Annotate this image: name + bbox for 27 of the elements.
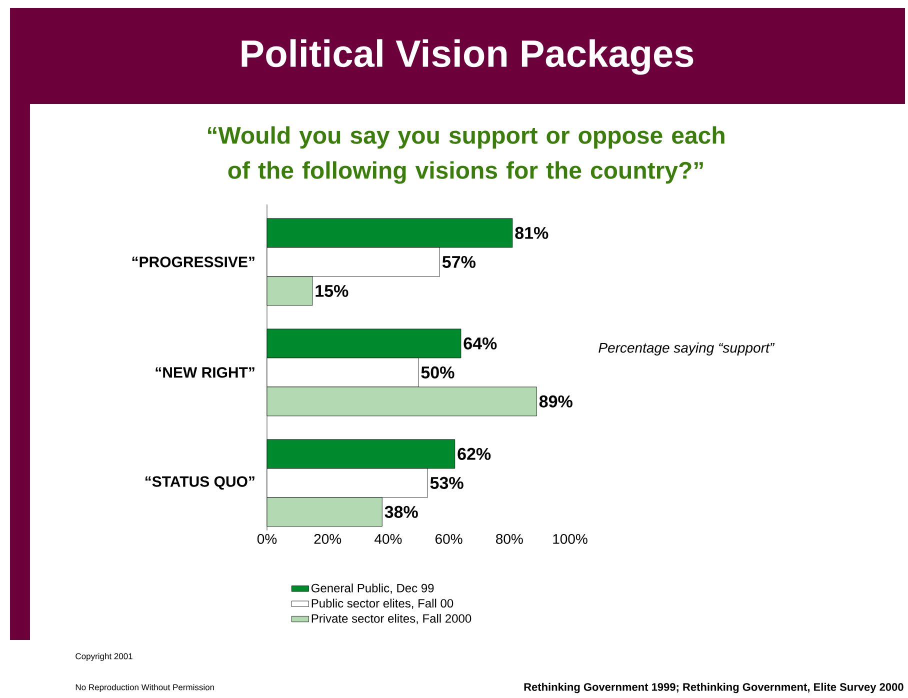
data-label: 15% [316, 284, 348, 297]
x-tick-label: 40% [374, 534, 402, 544]
x-tick-label: 0% [257, 534, 277, 544]
data-label: 64% [464, 337, 497, 350]
data-label: 62% [458, 448, 491, 460]
chart-title: Political Vision Packages [242, 39, 694, 75]
legend-label: Private sector elites, Fall 2000 [312, 614, 472, 624]
text: Rethinking Government 1999; Rethinking Government, Elite Survey 2000 [524, 682, 904, 694]
data-label: 53% [430, 476, 464, 489]
x-tick-label: 80% [496, 534, 523, 544]
text: Percentage saying “support” [598, 342, 775, 356]
x-tick-label: 100% [553, 534, 588, 544]
chart-subtitle: “Would you say you support or oppose each of the following visions for the country?” [208, 126, 724, 184]
x-tick-label: 60% [436, 534, 462, 544]
data-label: 38% [384, 506, 418, 518]
x-tick-label: 20% [314, 534, 342, 544]
y-tick-label: “STATUS QUO” [145, 476, 254, 490]
text: No Reproduction Without Permission [76, 684, 214, 692]
legend-label: Public sector elites, Fall 00 [312, 598, 454, 609]
legend-label: General Public, Dec 99 [311, 584, 434, 594]
text: Copyright 2001 [76, 653, 132, 661]
y-tick-label: “PROGRESSIVE” [132, 256, 254, 268]
data-label: 57% [442, 256, 476, 268]
data-label: 50% [421, 366, 454, 378]
y-tick-label: “NEW RIGHT” [156, 367, 254, 378]
data-label: 89% [539, 395, 572, 408]
data-label: 81% [515, 226, 548, 239]
